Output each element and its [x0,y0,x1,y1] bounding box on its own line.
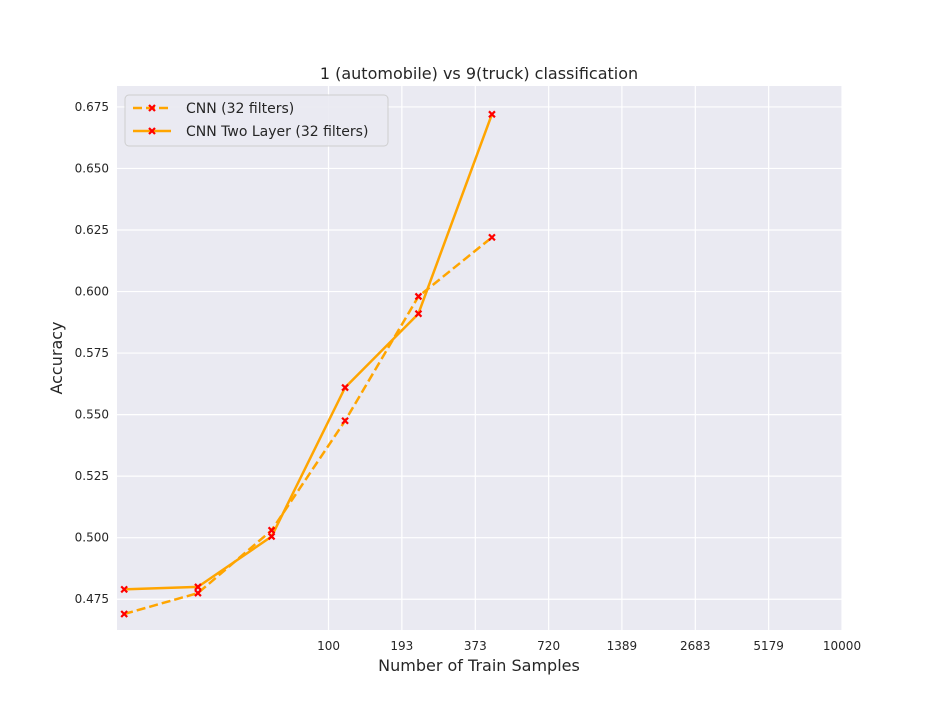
data-point-series-1 [414,309,423,318]
legend-marker-cnn-two-layer [148,127,156,135]
legend: CNN (32 filters) CNN Two Layer (32 filte… [124,94,389,147]
legend-label-cnn: CNN (32 filters) [186,101,294,117]
x-tick-label: 2683 [680,639,711,653]
x-tick-label: 10000 [823,639,861,653]
data-point-series-0 [267,526,276,535]
data-point-series-0 [488,233,496,242]
x-tick-label: 5179 [753,639,784,653]
y-tick-label: 0.650 [75,161,109,175]
y-tick-label: 0.500 [75,531,109,545]
x-axis-ticks: 100 193 373 720 1389 2683 5179 10000 [317,639,861,653]
y-tick-label: 0.525 [75,469,109,483]
data-point-series-1 [341,383,349,392]
series-line-1 [124,113,494,591]
y-tick-label: 0.600 [75,285,109,299]
x-tick-label: 1389 [607,639,638,653]
x-axis-title: Number of Train Samples [378,656,580,675]
plot-background [117,86,842,630]
data-point-series-1 [488,110,496,119]
legend-box [124,94,389,147]
y-tick-label: 0.475 [75,592,109,606]
data-point-series-1 [267,532,276,541]
data-point-series-0 [341,416,349,425]
grid [117,86,843,630]
data-point-series-0 [414,292,423,301]
y-tick-label: 0.550 [75,408,109,422]
data-point-series-0 [194,589,202,597]
chart-title: 1 (automobile) vs 9(truck) classificatio… [320,64,638,83]
x-tick-label: 373 [464,639,487,653]
legend-label-cnn-two-layer: CNN Two Layer (32 filters) [186,124,368,140]
data-point-series-1 [194,583,202,591]
y-tick-label: 0.675 [75,100,109,114]
series-line-0 [123,236,493,616]
series-layer [120,110,496,618]
legend-marker-cnn [148,104,156,112]
y-tick-label: 0.575 [75,346,109,360]
data-point-series-0 [120,610,128,618]
y-axis-title: Accuracy [47,321,66,394]
y-tick-label: 0.625 [75,223,109,237]
x-tick-label: 720 [537,639,560,653]
x-tick-label: 100 [317,639,340,653]
y-axis-ticks: 0.475 0.500 0.525 0.550 0.575 0.600 0.625 0.650… [75,100,109,606]
data-point-series-1 [120,585,128,594]
x-tick-label: 193 [390,639,413,653]
